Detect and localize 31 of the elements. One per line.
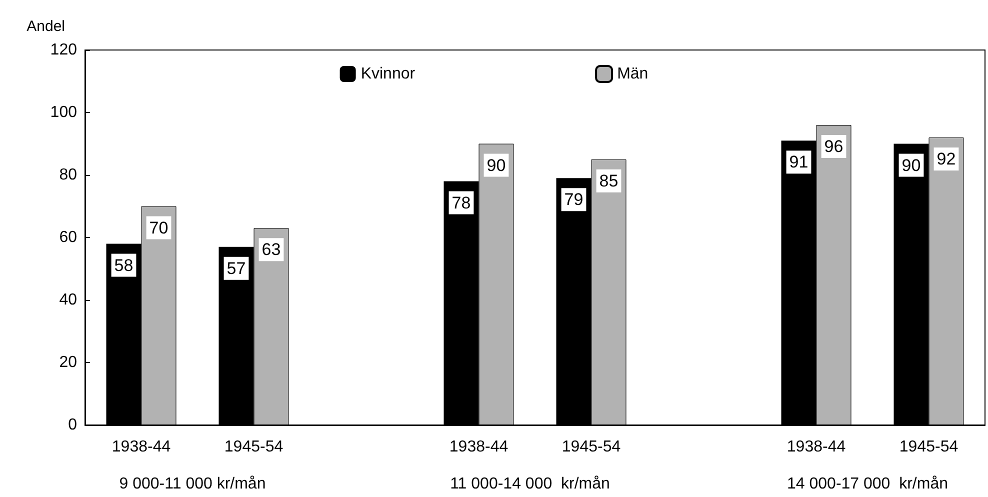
data-label: 92 [936, 150, 956, 168]
x-tick-label: 1938-44 [112, 438, 171, 456]
y-tick-label: 80 [59, 166, 78, 184]
text: 9 000-11 000 kr/mån [119, 476, 266, 492]
y-tick-label: 40 [59, 292, 78, 308]
data-label: 63 [262, 240, 281, 260]
x-tick-label: 1938-44 [449, 438, 508, 456]
y-tick-label: 120 [50, 42, 78, 58]
data-label: 58 [114, 256, 134, 275]
data-label: 57 [226, 258, 246, 278]
data-label: 90 [902, 156, 921, 175]
data-label: 85 [599, 171, 618, 190]
data-label: 96 [824, 137, 844, 156]
y-tick-label: 0 [68, 416, 78, 434]
y-tick-label: 20 [59, 354, 78, 371]
x-tick-label: 1945-54 [899, 438, 958, 456]
text: 14 000-17 000 kr/mån [787, 476, 948, 492]
legend-label: Kvinnor [360, 66, 416, 82]
data-label: 70 [149, 218, 168, 238]
legend-label: Män [617, 66, 648, 82]
data-label: 91 [789, 152, 808, 172]
x-tick-label: 1945-54 [562, 438, 621, 456]
x-tick-label: 1945-54 [224, 438, 284, 456]
data-label: 78 [452, 193, 471, 212]
text: 11 000-14 000 kr/mån [450, 476, 610, 492]
data-label: 90 [486, 156, 506, 175]
y-tick-label: 100 [50, 104, 78, 121]
x-tick-label: 1938-44 [786, 438, 846, 456]
y-tick-label: 60 [59, 229, 78, 246]
y-axis-title: Andel [26, 18, 65, 35]
data-label: 79 [564, 190, 584, 210]
